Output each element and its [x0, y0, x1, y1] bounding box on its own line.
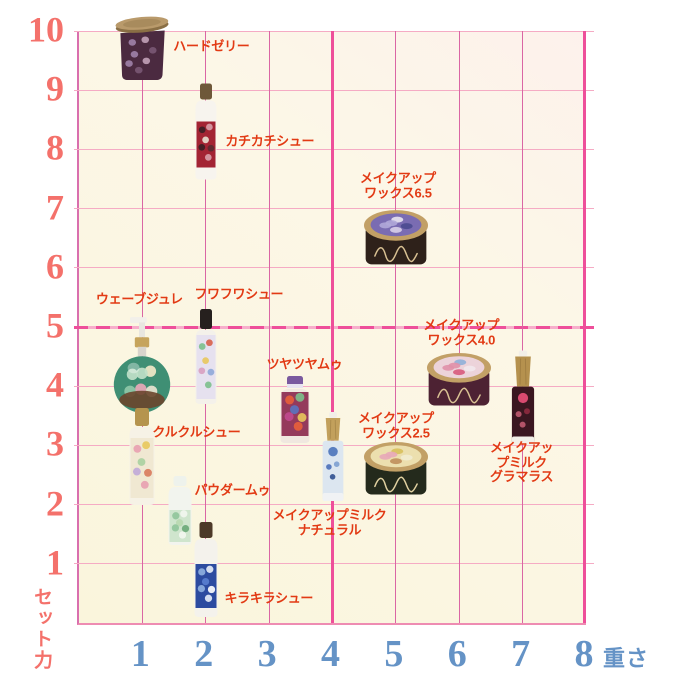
- y-tick-5: 5: [46, 305, 64, 346]
- kachikachi-shoe-image: [195, 83, 217, 180]
- gridline-y-5: [74, 325, 594, 329]
- y-tick-2: 2: [46, 482, 64, 523]
- gridline-y-1: [74, 563, 594, 565]
- x-tick-7: 7: [511, 633, 531, 675]
- product-tsuyatsuya-mu: [279, 375, 311, 444]
- x-tick-2: 2: [194, 633, 214, 675]
- gridline-x-6: [458, 31, 460, 623]
- gridline-x-8: [583, 31, 586, 623]
- gridline-y-2: [74, 504, 594, 506]
- product-label-powder-mu: パウダームゥ: [194, 482, 271, 498]
- product-makeup-milk-natural: [319, 412, 347, 502]
- product-label-hard-jelly: ハードゼリー: [173, 38, 250, 54]
- powder-mu-image: [168, 475, 192, 545]
- y-tick-3: 3: [46, 423, 64, 464]
- y-tick-1: 1: [46, 542, 64, 583]
- makeup-wax-40-image: [427, 353, 492, 406]
- product-makeup-wax-25: [363, 440, 429, 498]
- y-tick-4: 4: [46, 364, 64, 405]
- product-label-makeup-milk-glamorous: メイクアップミルク グラマラス: [489, 440, 554, 485]
- product-label-makeup-wax-65: メイクアップ ワックス6.5: [359, 170, 436, 201]
- gridline-x-7: [522, 31, 524, 623]
- gridline-y-9: [74, 89, 594, 91]
- tsuyatsuya-mu-image: [280, 375, 309, 443]
- makeup-milk-glamorous-image: [511, 350, 534, 445]
- x-tick-5: 5: [384, 633, 404, 675]
- product-kirakira-shoe: [193, 521, 219, 618]
- y-axis-title: セット力: [31, 587, 52, 671]
- fuwafuwa-shoe-image: [195, 308, 217, 404]
- product-makeup-wax-40: [426, 351, 492, 409]
- chart-plot-area: ハードゼリーカチカチシューメイクアップ ワックス6.5 フワフワシュー ウェーブジュ…: [74, 16, 594, 625]
- product-fuwafuwa-shoe: [194, 308, 218, 405]
- product-label-tsuyatsuya-mu: ツヤツヤムゥ: [266, 356, 343, 372]
- x-tick-8: 8: [574, 633, 594, 675]
- x-tick-4: 4: [321, 633, 340, 675]
- y-tick-9: 9: [46, 68, 64, 109]
- y-tick-10: 10: [28, 9, 64, 50]
- product-label-wave-jelly: ウェーブジュレ: [95, 292, 183, 308]
- product-kurukuru-shoe: [128, 408, 156, 506]
- product-label-makeup-wax-25: メイクアップ ワックス2.5: [357, 410, 434, 441]
- gridline-x-3: [268, 31, 270, 623]
- product-kachikachi-shoe: [194, 83, 218, 180]
- gridline-y-8: [74, 148, 594, 150]
- kirakira-shoe-image: [194, 521, 218, 617]
- product-hard-jelly: [115, 16, 169, 82]
- product-label-kirakira-shoe: キラキラシュー: [224, 590, 314, 606]
- product-label-kurukuru-shoe: クルクルシュー: [152, 424, 241, 440]
- x-tick-1: 1: [130, 633, 150, 675]
- gridline-y-4: [74, 385, 594, 387]
- x-axis-title: 重さ: [603, 646, 650, 671]
- makeup-wax-65-image: [363, 210, 428, 265]
- y-tick-6: 6: [46, 246, 64, 287]
- product-label-makeup-milk-natural: メイクアップミルク ナチュラル: [272, 507, 387, 538]
- product-label-kachikachi-shoe: カチカチシュー: [225, 133, 315, 149]
- y-tick-8: 8: [46, 127, 64, 168]
- gridline-x-5: [395, 31, 397, 623]
- hard-jelly-image: [115, 16, 169, 80]
- gridline-y-10: [74, 30, 594, 32]
- product-makeup-milk-glamorous: [508, 350, 538, 446]
- product-makeup-wax-65: [363, 208, 429, 268]
- product-label-makeup-wax-40: メイクアップ ワックス4.0: [423, 317, 500, 348]
- product-wave-jelly: [112, 315, 172, 421]
- wave-jelly-image: [114, 317, 171, 414]
- x-tick-6: 6: [447, 633, 467, 675]
- y-tick-7: 7: [46, 186, 64, 227]
- makeup-milk-natural-image: [322, 412, 343, 502]
- product-powder-mu: [167, 475, 193, 546]
- product-label-fuwafuwa-shoe: フワフワシュー: [194, 286, 284, 302]
- gridline-y-6: [74, 267, 594, 269]
- x-tick-3: 3: [257, 633, 277, 675]
- gridline-x-4: [331, 31, 334, 623]
- makeup-wax-25-image: [363, 442, 428, 495]
- gridline-y-7: [74, 208, 594, 210]
- kurukuru-shoe-image: [129, 408, 155, 506]
